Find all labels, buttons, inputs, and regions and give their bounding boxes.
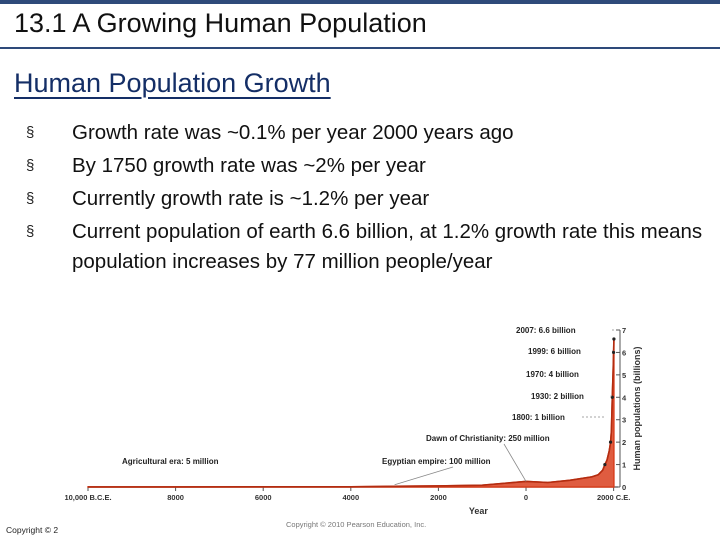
bullet-marker: § <box>26 223 35 240</box>
x-tick-label: 10,000 B.C.E. <box>64 493 111 502</box>
annotation-label: 1930: 2 billion <box>531 392 584 401</box>
x-axis-title: Year <box>469 506 489 516</box>
x-tick-label: 0 <box>524 493 528 502</box>
y-tick-label: 0 <box>622 483 626 492</box>
y-tick-label: 1 <box>622 461 626 470</box>
bullet-item: § By 1750 growth rate was ~2% per year <box>14 151 704 181</box>
x-tick-label: 6000 <box>255 493 272 502</box>
bullet-text: Growth rate was ~0.1% per year 2000 year… <box>72 121 514 144</box>
annotation-point <box>611 350 616 355</box>
annotation-point <box>603 462 607 467</box>
y-tick-label: 7 <box>622 326 626 335</box>
slide-title: 13.1 A Growing Human Population <box>14 8 427 38</box>
annotation-point <box>610 395 614 399</box>
title-divider <box>0 47 720 49</box>
annotation-leader <box>503 443 527 482</box>
annotation-label: 1970: 4 billion <box>526 370 579 379</box>
bullet-item: § Currently growth rate is ~1.2% per year <box>14 184 704 214</box>
top-accent-bar <box>0 0 720 4</box>
bullet-marker: § <box>26 190 35 207</box>
annotation-label: 2007: 6.6 billion <box>516 326 576 335</box>
bullet-text: Current population of earth 6.6 billion,… <box>72 220 703 273</box>
y-tick-label: 6 <box>622 348 626 357</box>
x-tick-label: 2000 <box>430 493 447 502</box>
y-tick-label: 5 <box>622 371 626 380</box>
annotation-label: 1800: 1 billion <box>512 413 565 422</box>
bullet-text: By 1750 growth rate was ~2% per year <box>72 154 426 177</box>
annotation-label: 1999: 6 billion <box>528 347 581 356</box>
y-axis-title: Human populations (billions) <box>632 347 642 471</box>
x-tick-label: 8000 <box>167 493 184 502</box>
y-tick-label: 3 <box>622 416 626 425</box>
annotation-point <box>612 337 616 341</box>
bullet-list: § Growth rate was ~0.1% per year 2000 yea… <box>14 118 704 280</box>
bullet-item: § Current population of earth 6.6 billion… <box>14 217 704 277</box>
x-tick-label: 2000 C.E. <box>597 493 630 502</box>
y-tick-label: 2 <box>622 438 626 447</box>
bullet-text: Currently growth rate is ~1.2% per year <box>72 187 430 210</box>
y-tick-label: 4 <box>622 393 627 402</box>
x-tick-label: 4000 <box>342 493 359 502</box>
chart-credit: Copyright © 2010 Pearson Education, Inc. <box>286 520 426 529</box>
annotation-label: Dawn of Christianity: 250 million <box>426 434 550 443</box>
annotation-label: Egyptian empire: 100 million <box>382 457 491 466</box>
annotation-point <box>608 440 613 444</box>
bullet-marker: § <box>26 124 35 141</box>
annotation-label: Agricultural era: 5 million <box>122 457 219 466</box>
slide-subtitle: Human Population Growth <box>14 68 331 98</box>
bullet-item: § Growth rate was ~0.1% per year 2000 yea… <box>14 118 704 148</box>
population-line <box>88 338 615 488</box>
annotation-leader <box>394 466 454 486</box>
bullet-marker: § <box>26 157 35 174</box>
slide-copyright: Copyright © 2 <box>6 525 59 535</box>
